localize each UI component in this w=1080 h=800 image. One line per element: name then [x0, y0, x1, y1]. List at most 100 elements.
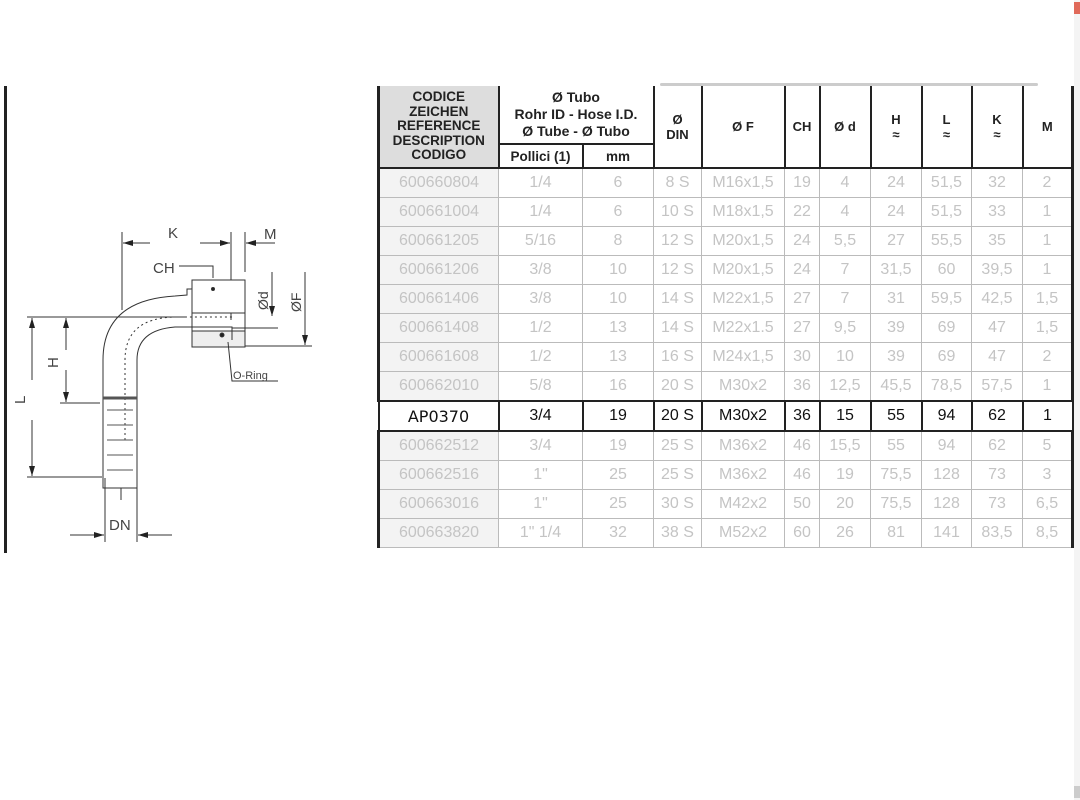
header-m: M: [1021, 86, 1074, 169]
table-cell: 6,5: [1022, 489, 1074, 519]
header-din-line: Ø: [672, 111, 683, 127]
cell-code: AP0370: [377, 400, 500, 432]
table-cell: 1/4: [498, 167, 583, 198]
fitting-diagram: K M CH O-Ring Ød ØF H L DN: [12, 225, 312, 542]
table-cell: 6: [582, 167, 654, 198]
table-cell: 8 S: [653, 167, 702, 198]
header-mm: mm: [581, 144, 655, 169]
header-h-line: ≈: [892, 126, 900, 142]
header-code-line: CODIGO: [411, 147, 467, 163]
scrollbar[interactable]: [1074, 0, 1080, 800]
cell-code: 600663820: [377, 518, 499, 548]
table-cell: 1": [498, 460, 583, 490]
table-cell: 16: [582, 371, 654, 402]
table-row: 600662010 5/8 16 20 S M30x2 36 12,5 45,5 78,5 57,…: [377, 371, 1074, 402]
table-row: 600661408 1/2 13 14 S M22x1.5 27 9,5 39 69 47 1,5: [377, 313, 1074, 343]
table-cell: 51,5: [921, 197, 972, 227]
header-tube: Ø Tubo Rohr ID - Hose I.D. Ø Tube - Ø Tu…: [497, 86, 655, 145]
table-cell: 38 S: [653, 518, 702, 548]
table-cell: 39: [870, 313, 922, 343]
table-cell: 10 S: [653, 197, 702, 227]
cell-code: 600661406: [377, 284, 499, 314]
table-cell: 31,5: [870, 255, 922, 285]
header-code-line: ZEICHEN: [409, 103, 469, 119]
table-cell: 51,5: [921, 167, 972, 198]
header-code-line: REFERENCE: [397, 118, 481, 134]
table-cell: 78,5: [921, 371, 972, 402]
table-cell: 10: [819, 342, 871, 372]
table-cell: 50: [784, 489, 820, 519]
header-d: Ø d: [818, 86, 872, 169]
table-cell: 2: [1022, 342, 1074, 372]
table-cell: M20x1,5: [701, 255, 785, 285]
table-body: 600660804 1/4 6 8 S M16x1,5 19 4 24 51,5 32 2 60066…: [377, 167, 1074, 548]
table-cell: 4: [819, 167, 871, 198]
table-cell: 8,5: [1022, 518, 1074, 548]
table-cell: 36: [784, 371, 820, 402]
table-cell: 59,5: [921, 284, 972, 314]
table-cell: 13: [582, 342, 654, 372]
table-cell: 7: [819, 284, 871, 314]
table-cell: 25: [582, 460, 654, 490]
cell-code: 600661004: [377, 197, 499, 227]
table-cell: 32: [971, 167, 1023, 198]
table-cell: 12 S: [653, 226, 702, 256]
cell-code: 600660804: [377, 167, 499, 198]
dim-dn-label: DN: [109, 517, 131, 534]
table-row: 600662516 1" 25 25 S M36x2 46 19 75,5 128 73 3: [377, 460, 1074, 490]
header-tube-line: Ø Tubo: [552, 89, 600, 105]
table-cell: 24: [784, 226, 820, 256]
table-cell: 10: [582, 284, 654, 314]
table-cell: 73: [971, 460, 1023, 490]
header-tube-line: Ø Tube - Ø Tubo: [522, 123, 630, 139]
table-cell: 1: [1022, 255, 1074, 285]
scrollbar-bottom[interactable]: [1074, 786, 1080, 798]
table-cell: 3/8: [498, 284, 583, 314]
table-cell: 5/8: [498, 371, 583, 402]
table-row: 600661406 3/8 10 14 S M22x1,5 27 7 31 59,5 42,5 1,…: [377, 284, 1074, 314]
scrollbar-top[interactable]: [1074, 2, 1080, 14]
table-cell: 45,5: [870, 371, 922, 402]
header-k: K ≈: [970, 86, 1024, 169]
table-cell: 3/4: [498, 430, 583, 461]
table-row: 600660804 1/4 6 8 S M16x1,5 19 4 24 51,5 32 2: [377, 167, 1074, 198]
table-cell: 46: [784, 460, 820, 490]
table-cell: 83,5: [971, 518, 1023, 548]
table-cell: M24x1,5: [701, 342, 785, 372]
header-k-line: ≈: [993, 126, 1001, 142]
table-cell: 47: [971, 313, 1023, 343]
table-cell: 7: [819, 255, 871, 285]
table-cell: 4: [819, 197, 871, 227]
table-cell: M30x2: [701, 371, 785, 402]
table-cell: 19: [582, 430, 654, 461]
table-row: 600661608 1/2 13 16 S M24x1,5 30 10 39 69 47 2: [377, 342, 1074, 372]
table-cell: 55: [870, 430, 922, 461]
header-din-line: DIN: [666, 126, 689, 142]
cell-code: 600661608: [377, 342, 499, 372]
table-cell: 46: [784, 430, 820, 461]
table-cell: 25 S: [653, 460, 702, 490]
table-row: 600661205 5/16 8 12 S M20x1,5 24 5,5 27 55,5 35 1: [377, 226, 1074, 256]
table-cell: 1/2: [498, 342, 583, 372]
table-cell: 30 S: [653, 489, 702, 519]
header-h: H ≈: [869, 86, 923, 169]
divider: [660, 83, 1038, 86]
oring-label: O-Ring: [233, 370, 268, 382]
table-cell: 94: [920, 400, 973, 432]
table-cell: 15,5: [819, 430, 871, 461]
table-cell: 20 S: [652, 400, 703, 432]
header-ch: CH: [783, 86, 821, 169]
table-cell: 1,5: [1022, 284, 1074, 314]
table-cell: 128: [921, 489, 972, 519]
table-cell: 30: [784, 342, 820, 372]
table-cell: M20x1,5: [701, 226, 785, 256]
table-cell: 9,5: [819, 313, 871, 343]
header-k-line: K: [992, 111, 1002, 127]
table-cell: 81: [870, 518, 922, 548]
table-cell: 10: [582, 255, 654, 285]
dim-l-label: L: [12, 396, 29, 404]
table-cell: 62: [970, 400, 1024, 432]
table-cell: 31: [870, 284, 922, 314]
table-cell: 69: [921, 313, 972, 343]
table-cell: 42,5: [971, 284, 1023, 314]
